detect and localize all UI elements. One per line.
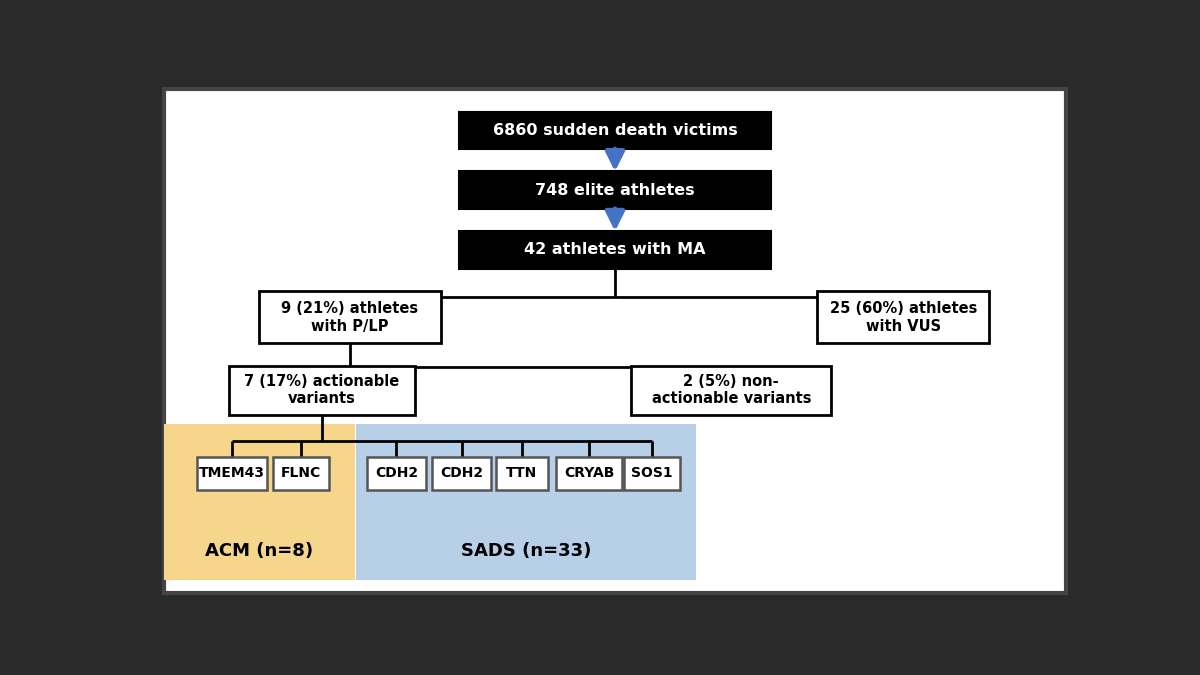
Text: 6860 sudden death victims: 6860 sudden death victims	[493, 123, 737, 138]
Text: 9 (21%) athletes
with P/LP: 9 (21%) athletes with P/LP	[281, 301, 419, 333]
FancyBboxPatch shape	[460, 171, 770, 209]
FancyBboxPatch shape	[557, 456, 622, 490]
FancyBboxPatch shape	[432, 456, 491, 490]
Text: 25 (60%) athletes
with VUS: 25 (60%) athletes with VUS	[829, 301, 977, 333]
FancyBboxPatch shape	[259, 292, 440, 344]
Text: 748 elite athletes: 748 elite athletes	[535, 183, 695, 198]
FancyBboxPatch shape	[197, 456, 266, 490]
Text: 42 athletes with MA: 42 athletes with MA	[524, 242, 706, 257]
FancyBboxPatch shape	[356, 424, 696, 580]
FancyBboxPatch shape	[164, 89, 1066, 593]
FancyBboxPatch shape	[460, 232, 770, 269]
FancyBboxPatch shape	[631, 366, 832, 415]
FancyBboxPatch shape	[497, 456, 547, 490]
Text: TMEM43: TMEM43	[199, 466, 265, 481]
FancyBboxPatch shape	[624, 456, 680, 490]
Text: 2 (5%) non-
actionable variants: 2 (5%) non- actionable variants	[652, 374, 811, 406]
Text: 7 (17%) actionable
variants: 7 (17%) actionable variants	[245, 374, 400, 406]
FancyBboxPatch shape	[272, 456, 329, 490]
FancyBboxPatch shape	[164, 424, 355, 580]
FancyBboxPatch shape	[817, 292, 989, 344]
Text: SOS1: SOS1	[631, 466, 673, 481]
Text: CDH2: CDH2	[440, 466, 484, 481]
FancyBboxPatch shape	[460, 111, 770, 149]
Text: CDH2: CDH2	[374, 466, 418, 481]
Text: CRYAB: CRYAB	[564, 466, 614, 481]
FancyBboxPatch shape	[229, 366, 415, 415]
Text: TTN: TTN	[506, 466, 538, 481]
FancyBboxPatch shape	[367, 456, 426, 490]
Text: SADS (n=33): SADS (n=33)	[461, 543, 592, 560]
Text: ACM (n=8): ACM (n=8)	[205, 543, 313, 560]
Text: FLNC: FLNC	[281, 466, 320, 481]
